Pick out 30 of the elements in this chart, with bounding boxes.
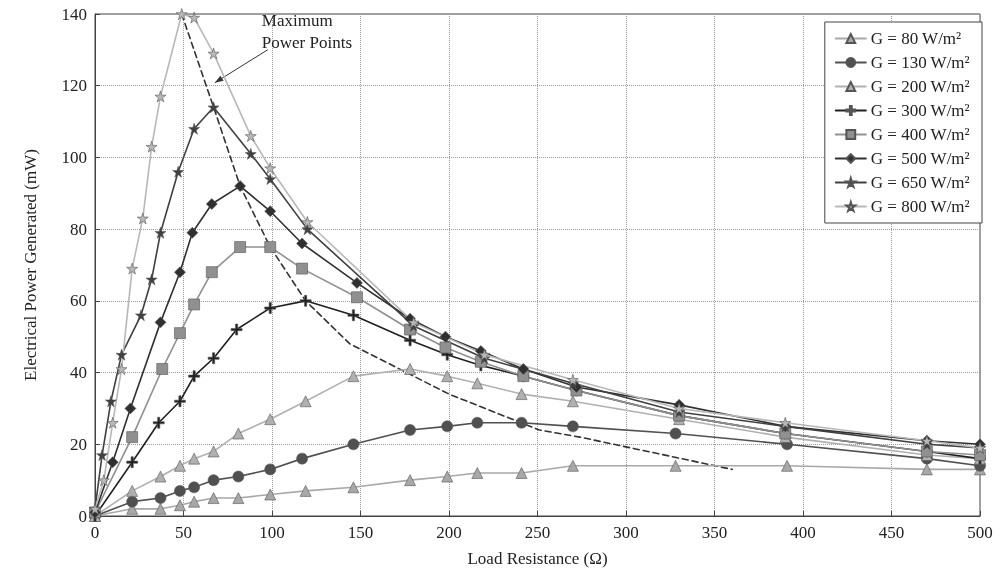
legend-label: G = 650 W/m² [870, 173, 970, 192]
y-axis-title: Electrical Power Generated (mW) [21, 149, 40, 381]
y-tick-label: 0 [78, 506, 87, 526]
y-tick-label: 20 [70, 434, 87, 454]
x-tick-label: 200 [436, 523, 462, 542]
x-tick-label: 0 [90, 523, 100, 542]
y-tick-label: 40 [70, 363, 87, 383]
x-tick-label: 250 [524, 523, 551, 542]
x-tick-label: 400 [790, 523, 816, 542]
legend-label: G = 400 W/m² [870, 125, 970, 144]
x-tick-label: 350 [701, 523, 728, 542]
legend-label: G = 130 W/m² [870, 53, 970, 72]
x-tick-label: 50 [175, 523, 192, 542]
y-tick-label: 80 [70, 219, 87, 239]
y-tick-label: 120 [61, 76, 87, 96]
x-tick-label: 500 [967, 523, 993, 542]
x-tick-label: 450 [878, 523, 905, 542]
x-tick-label: 150 [347, 523, 374, 542]
legend-label: G = 300 W/m² [870, 101, 970, 120]
legend-label: G = 80 W/m² [870, 29, 962, 48]
legend-label: G = 200 W/m² [870, 77, 970, 96]
y-tick-label: 140 [61, 4, 87, 24]
y-tick-label: 60 [70, 291, 87, 311]
legend-label: G = 500 W/m² [870, 149, 970, 168]
x-axis-title: Load Resistance (Ω) [467, 549, 608, 568]
annotation: Maximum Power Points [261, 11, 353, 53]
x-tick-label: 300 [613, 523, 639, 542]
x-tick-label: 100 [259, 523, 285, 542]
y-tick-label: 100 [61, 147, 87, 167]
legend-label: G = 800 W/m² [870, 197, 970, 216]
